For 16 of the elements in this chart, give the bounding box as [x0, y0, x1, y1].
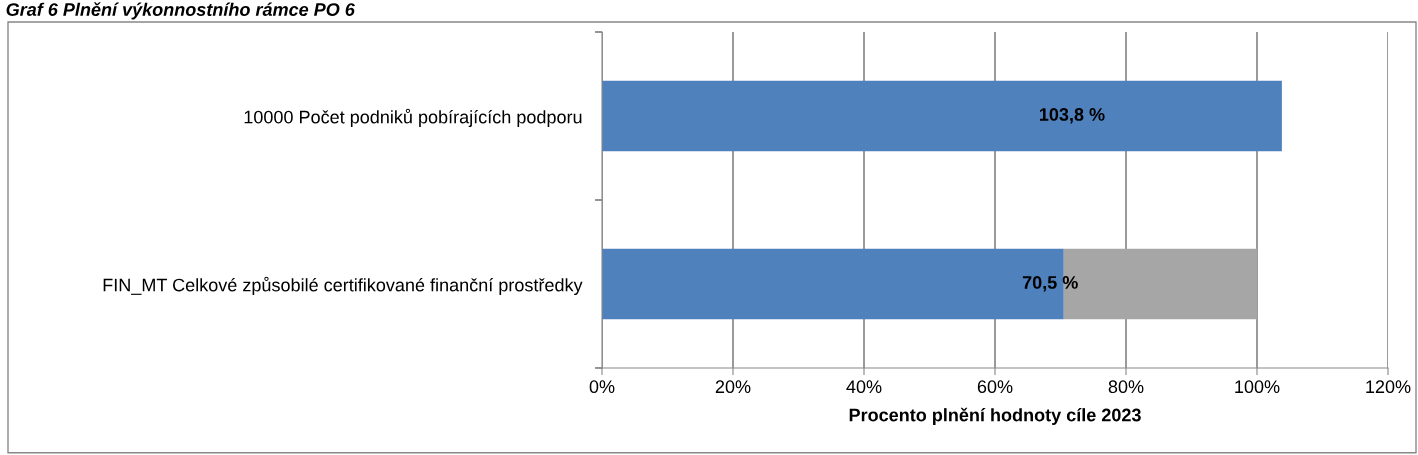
x-tick-label: 40%	[846, 380, 882, 394]
text: Graf 6 Plnění výkonnostního rámce PO 6	[6, 2, 355, 20]
x-tick-label: 60%	[977, 380, 1013, 394]
x-tick-label: 120%	[1366, 380, 1411, 394]
data-label: 103,8 %	[1039, 108, 1105, 124]
x-tick-label: 0%	[589, 380, 615, 394]
bar	[1063, 248, 1257, 320]
y-tick-label: 10000 Počet podniků pobírajících podporu	[244, 108, 582, 128]
x-tick-label: 100%	[1235, 380, 1280, 394]
data-label: 70,5 %	[1022, 276, 1078, 292]
x-axis-title: Procento plnění hodnoty cíle 2023	[849, 407, 1141, 425]
x-tick-label: 80%	[1108, 380, 1144, 394]
bar	[602, 248, 1064, 320]
x-tick-label: 20%	[715, 380, 751, 394]
bar	[602, 80, 1282, 152]
y-tick-label: FIN_MT Celkové způsobilé certifikované finanční prostředky	[103, 276, 583, 296]
